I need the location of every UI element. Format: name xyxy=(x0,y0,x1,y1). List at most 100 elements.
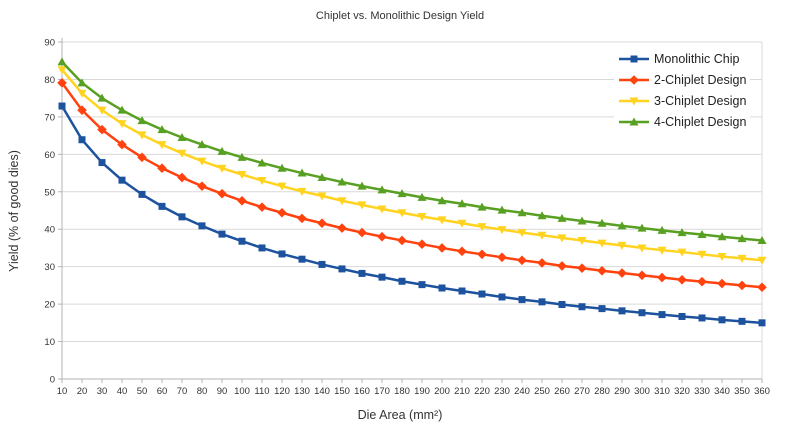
y-tick-label: 40 xyxy=(44,225,55,236)
x-tick-label: 350 xyxy=(734,386,750,397)
x-tick-label: 340 xyxy=(714,386,730,397)
data-point-marker-monolithic-chip xyxy=(518,296,526,304)
data-point-marker-3-chiplet-design xyxy=(597,239,607,248)
data-point-marker-4-chiplet-design xyxy=(617,221,627,230)
data-point-marker-2-chiplet-design xyxy=(257,202,267,212)
data-point-marker-2-chiplet-design xyxy=(177,172,187,183)
data-point-marker-3-chiplet-design xyxy=(177,149,187,158)
x-tick-label: 160 xyxy=(354,386,370,397)
data-point-marker-2-chiplet-design xyxy=(317,218,327,229)
data-point-marker-3-chiplet-design xyxy=(57,66,67,75)
x-tick-label: 240 xyxy=(514,386,530,397)
data-point-marker-2-chiplet-design xyxy=(457,246,467,257)
legend: Monolithic Chip 2-Chiplet Design 3-Chiplet… xyxy=(614,47,751,133)
data-point-marker-4-chiplet-design xyxy=(377,185,387,194)
data-point-marker-4-chiplet-design xyxy=(157,125,167,134)
data-point-marker-monolithic-chip xyxy=(758,319,766,327)
data-point-marker-2-chiplet-design xyxy=(717,278,727,289)
data-point-marker-3-chiplet-design xyxy=(757,256,767,265)
x-tick-label: 140 xyxy=(314,386,330,397)
data-point-marker-2-chiplet-design xyxy=(697,276,707,287)
data-point-marker-3-chiplet-design xyxy=(137,131,147,140)
data-point-marker-monolithic-chip xyxy=(638,309,646,317)
y-tick-label: 30 xyxy=(44,262,55,273)
data-point-marker-3-chiplet-design xyxy=(417,212,427,221)
x-tick-label: 250 xyxy=(534,386,550,397)
data-point-marker-4-chiplet-design xyxy=(197,140,207,149)
data-point-marker-3-chiplet-design xyxy=(457,219,467,228)
data-point-marker-monolithic-chip xyxy=(78,136,86,144)
y-tick-label: 70 xyxy=(44,112,55,123)
legend-item-monolithic-chip: Monolithic Chip xyxy=(618,49,746,68)
data-point-marker-monolithic-chip xyxy=(718,316,726,324)
data-point-marker-4-chiplet-design xyxy=(637,223,647,232)
x-tick-label: 260 xyxy=(554,386,570,397)
x-tick-label: 360 xyxy=(754,386,770,397)
data-point-marker-2-chiplet-design xyxy=(437,243,447,253)
data-point-marker-monolithic-chip xyxy=(458,287,466,295)
data-point-marker-4-chiplet-design xyxy=(137,116,147,125)
data-point-marker-3-chiplet-design xyxy=(497,226,507,235)
data-point-marker-4-chiplet-design xyxy=(57,57,67,66)
data-point-marker-3-chiplet-design xyxy=(617,241,627,250)
x-tick-label: 110 xyxy=(254,386,269,397)
x-tick-label: 310 xyxy=(654,386,670,397)
data-point-marker-3-chiplet-design xyxy=(397,209,407,218)
data-point-marker-4-chiplet-design xyxy=(577,216,587,225)
x-tick-label: 120 xyxy=(274,386,290,397)
x-tick-label: 180 xyxy=(394,386,410,397)
data-point-marker-3-chiplet-design xyxy=(577,236,587,245)
data-point-marker-monolithic-chip xyxy=(498,293,506,301)
x-tick-label: 70 xyxy=(177,386,188,397)
data-point-marker-2-chiplet-design xyxy=(337,223,347,233)
data-point-marker-monolithic-chip xyxy=(118,176,126,184)
data-point-marker-2-chiplet-design xyxy=(97,124,107,135)
y-tick-label: 50 xyxy=(44,187,55,198)
x-tick-label: 40 xyxy=(117,386,128,397)
data-point-marker-monolithic-chip xyxy=(98,159,106,167)
y-tick-label: 90 xyxy=(44,38,55,49)
data-point-marker-monolithic-chip xyxy=(298,255,306,263)
x-tick-label: 320 xyxy=(674,386,690,397)
data-point-marker-2-chiplet-design xyxy=(537,258,547,268)
data-point-marker-3-chiplet-design xyxy=(537,231,547,240)
x-tick-label: 190 xyxy=(414,386,430,397)
data-point-marker-3-chiplet-design xyxy=(477,223,487,232)
data-point-marker-2-chiplet-design xyxy=(617,268,627,278)
data-point-marker-monolithic-chip xyxy=(238,237,246,245)
data-point-marker-monolithic-chip xyxy=(198,222,206,230)
legend-item-4-chiplet-design: 4-Chiplet Design xyxy=(618,112,746,131)
data-point-marker-2-chiplet-design xyxy=(57,78,67,88)
data-point-marker-4-chiplet-design xyxy=(277,163,287,172)
x-tick-label: 150 xyxy=(334,386,350,397)
y-tick-label: 80 xyxy=(44,75,55,86)
data-point-marker-2-chiplet-design xyxy=(477,249,487,260)
data-point-marker-3-chiplet-design xyxy=(717,253,727,262)
x-tick-label: 50 xyxy=(137,386,148,397)
data-point-marker-monolithic-chip xyxy=(558,300,566,308)
data-point-marker-4-chiplet-design xyxy=(317,173,327,182)
data-point-marker-4-chiplet-design xyxy=(537,211,547,220)
data-point-marker-3-chiplet-design xyxy=(257,177,267,186)
data-point-marker-2-chiplet-design xyxy=(197,181,207,191)
data-point-marker-2-chiplet-design xyxy=(397,235,407,246)
y-tick-label: 0 xyxy=(50,375,55,386)
data-point-marker-4-chiplet-design xyxy=(557,213,567,222)
data-point-marker-monolithic-chip xyxy=(358,269,366,277)
data-point-marker-4-chiplet-design xyxy=(177,132,187,141)
legend-diamond-icon xyxy=(619,74,649,85)
data-point-marker-2-chiplet-design xyxy=(277,207,287,218)
data-point-marker-2-chiplet-design xyxy=(77,105,87,115)
legend-square-icon xyxy=(619,55,649,62)
data-point-marker-2-chiplet-design xyxy=(757,282,767,293)
data-point-marker-monolithic-chip xyxy=(58,102,66,110)
data-point-marker-4-chiplet-design xyxy=(97,93,107,102)
y-tick-label: 10 xyxy=(44,337,55,348)
x-tick-label: 230 xyxy=(494,386,510,397)
legend-label-monolithic-chip: Monolithic Chip xyxy=(654,51,740,66)
data-point-marker-monolithic-chip xyxy=(338,265,346,273)
data-point-marker-monolithic-chip xyxy=(398,277,406,285)
data-point-marker-3-chiplet-design xyxy=(277,182,287,191)
data-point-marker-3-chiplet-design xyxy=(237,171,247,180)
